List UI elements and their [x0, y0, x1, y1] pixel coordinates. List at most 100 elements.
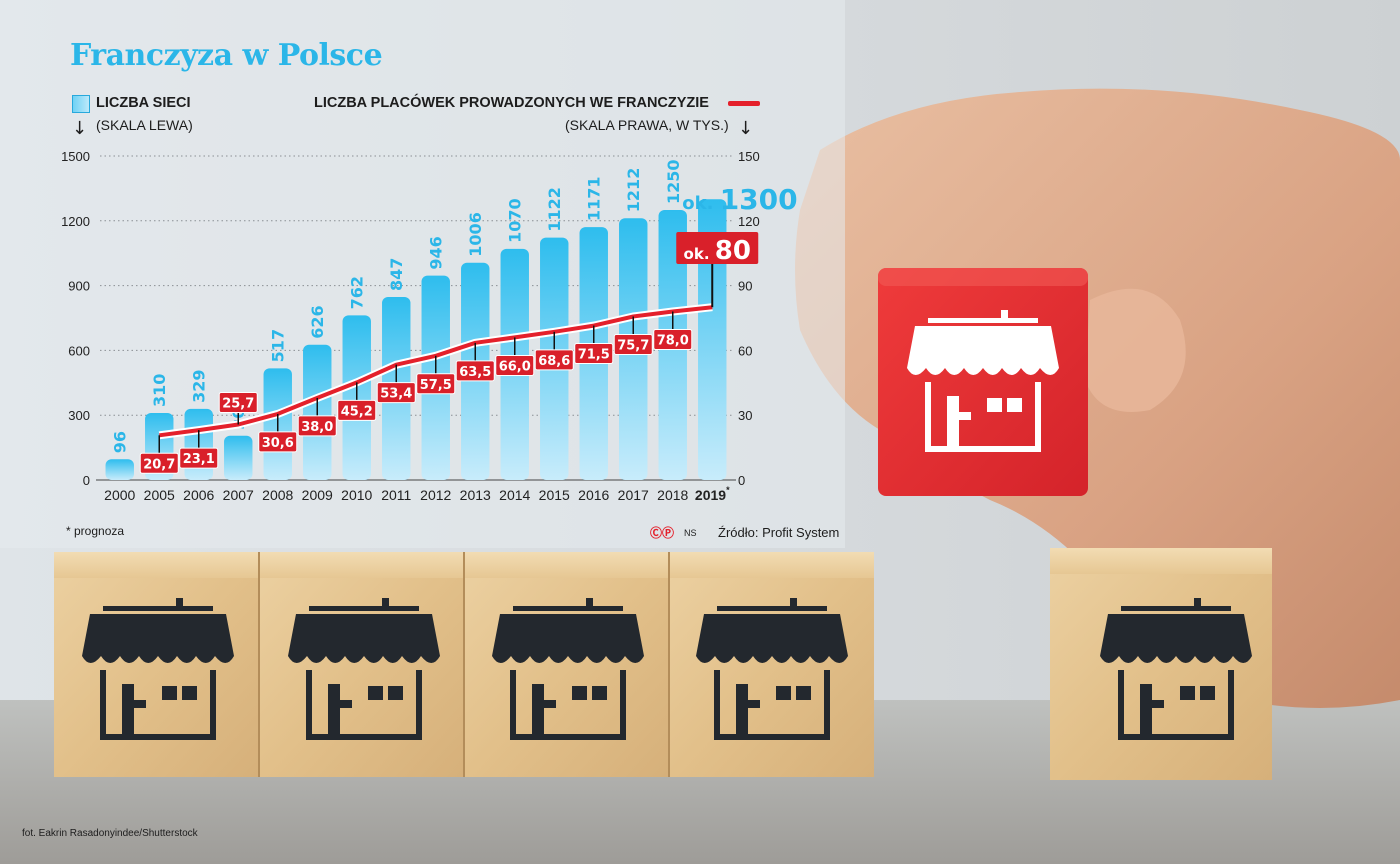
- bar-value-label: 329: [190, 370, 209, 403]
- bar-value-label: 1006: [466, 212, 485, 257]
- bar-value-number: 1300: [720, 183, 798, 216]
- bar-value-label: 1122: [545, 187, 564, 232]
- line-value-box: [676, 232, 759, 264]
- bar-value-label: 96: [111, 431, 130, 453]
- legend-label-outlets: LICZBA PLACÓWEK PROWADZONYCH WE FRANCZYZ…: [314, 95, 709, 111]
- legend-scale-right: (SKALA PRAWA, W TYS.): [565, 117, 729, 133]
- y-left-tick-label: 900: [68, 279, 90, 294]
- y-left-tick-label: 0: [83, 473, 90, 488]
- bar-value-label: 847: [387, 258, 406, 291]
- x-tick-label: 2006: [183, 487, 214, 503]
- line-value-box: [139, 452, 179, 474]
- line-value-box: [179, 447, 219, 469]
- publisher-logo-icon: ⒸⓅ: [650, 526, 675, 540]
- x-tick-label: 2009: [302, 487, 333, 503]
- chart-title: Franczyza w Polsce: [70, 38, 383, 73]
- line-value-box: [495, 354, 535, 376]
- line-value-box: [258, 431, 298, 453]
- line-value-label: ok. 80: [684, 236, 751, 266]
- line-value-number: 80: [715, 236, 751, 266]
- bar-value-label: 517: [269, 329, 288, 362]
- arrow-down-right-icon: ↓: [738, 118, 754, 139]
- y-left-tick-label: 1500: [61, 149, 90, 164]
- x-tick-label: 2013: [460, 487, 491, 503]
- line-value-label: 38,0: [301, 420, 333, 435]
- line-value-box: [218, 391, 258, 413]
- line-value-label: 63,5: [459, 365, 491, 380]
- line-value-label: 75,7: [617, 338, 649, 353]
- y-right-tick-label: 120: [738, 214, 760, 229]
- bar-value-label: 310: [150, 374, 169, 407]
- bar-value-label: 762: [348, 276, 367, 309]
- legend-label-networks: LICZBA SIECI: [96, 95, 191, 111]
- legend-swatch-bars: [72, 95, 90, 113]
- line-value-label: 45,2: [341, 404, 373, 419]
- x-tick-label: 2011: [381, 487, 411, 503]
- line-value-label: 68,6: [538, 354, 570, 369]
- bar: [698, 199, 727, 480]
- x-tick-label: 2019*: [695, 485, 730, 503]
- line-value-label: 23,1: [183, 452, 215, 467]
- photo-credit: fot. Eakrin Rasadonyindee/Shutterstock: [22, 828, 198, 839]
- y-right-tick-label: 90: [738, 279, 752, 294]
- x-tick-label: 2012: [420, 487, 451, 503]
- bar: [224, 435, 253, 480]
- bar-value-label: 1171: [585, 177, 604, 222]
- line-value-box: [534, 349, 574, 371]
- x-tick-label: 2007: [223, 487, 254, 503]
- bar: [105, 459, 134, 480]
- x-tick-label: 2005: [144, 487, 175, 503]
- y-right-tick-label: 60: [738, 343, 752, 358]
- bar-value-label: 1070: [506, 198, 525, 243]
- x-tick-label: 2000: [104, 487, 135, 503]
- y-left-tick-label: 1200: [61, 214, 90, 229]
- bar-value-label: ok. 1300: [682, 183, 797, 216]
- y-right-tick-label: 30: [738, 408, 752, 423]
- y-right-tick-label: 150: [738, 149, 760, 164]
- x-tick-label: 2017: [618, 487, 649, 503]
- line-value-label: 57,5: [420, 378, 452, 393]
- y-left-tick-label: 600: [68, 343, 90, 358]
- legend-swatch-line: [728, 101, 760, 106]
- line-value-label: 20,7: [143, 457, 175, 472]
- line-value-box: [455, 360, 495, 382]
- bar-labels: 9631032920551762676284794610061070112211…: [111, 159, 798, 453]
- line-labels: 20,7 23,1 25,7 30,6 38,0 45,2 53,4 57,5 63,5 66,0…: [139, 232, 759, 474]
- line-value-label: 66,0: [499, 359, 531, 374]
- bar-value-label: 1250: [664, 159, 683, 204]
- bar-value-label: 626: [308, 305, 327, 338]
- x-tick-label: 2015: [539, 487, 570, 503]
- line-value-box: [613, 333, 653, 355]
- x-tick-label: 2014: [499, 487, 530, 503]
- publisher-initials: NS: [684, 528, 697, 538]
- x-tick-label: 2008: [262, 487, 293, 503]
- line-value-label: 30,6: [262, 436, 294, 451]
- axes: 0 300 600 900 1200 1500 0 30 60 90 120 150 2000 2005 2…: [61, 149, 760, 503]
- bar-value-label: 1212: [624, 168, 643, 213]
- forecast-marker: *: [726, 485, 730, 495]
- x-tick-label: 2018: [657, 487, 688, 503]
- line-value-box: [416, 373, 456, 395]
- line-value-label: 53,4: [380, 387, 412, 402]
- line-value-box: [653, 329, 693, 351]
- bar-value-prefix: ok.: [682, 193, 719, 214]
- line-value-box: [337, 399, 377, 421]
- line-value-box: [574, 343, 614, 365]
- y-left-tick-label: 300: [68, 408, 90, 423]
- arrow-down-left-icon: ↓: [72, 118, 88, 139]
- footnote-forecast: * prognoza: [66, 524, 125, 538]
- x-tick-label: 2010: [341, 487, 372, 503]
- line-value-label: 78,0: [657, 334, 689, 349]
- line-value-prefix: ok.: [684, 245, 715, 263]
- line-value-box: [297, 415, 337, 437]
- y-right-tick-label: 0: [738, 473, 745, 488]
- line-value-label: 25,7: [222, 396, 254, 411]
- line-value-box: [376, 382, 416, 404]
- legend-scale-left: (SKALA LEWA): [96, 117, 193, 133]
- bar-value-label: 946: [427, 236, 446, 269]
- x-tick-label: 2016: [578, 487, 609, 503]
- source-label: Źródło: Profit System: [718, 525, 840, 540]
